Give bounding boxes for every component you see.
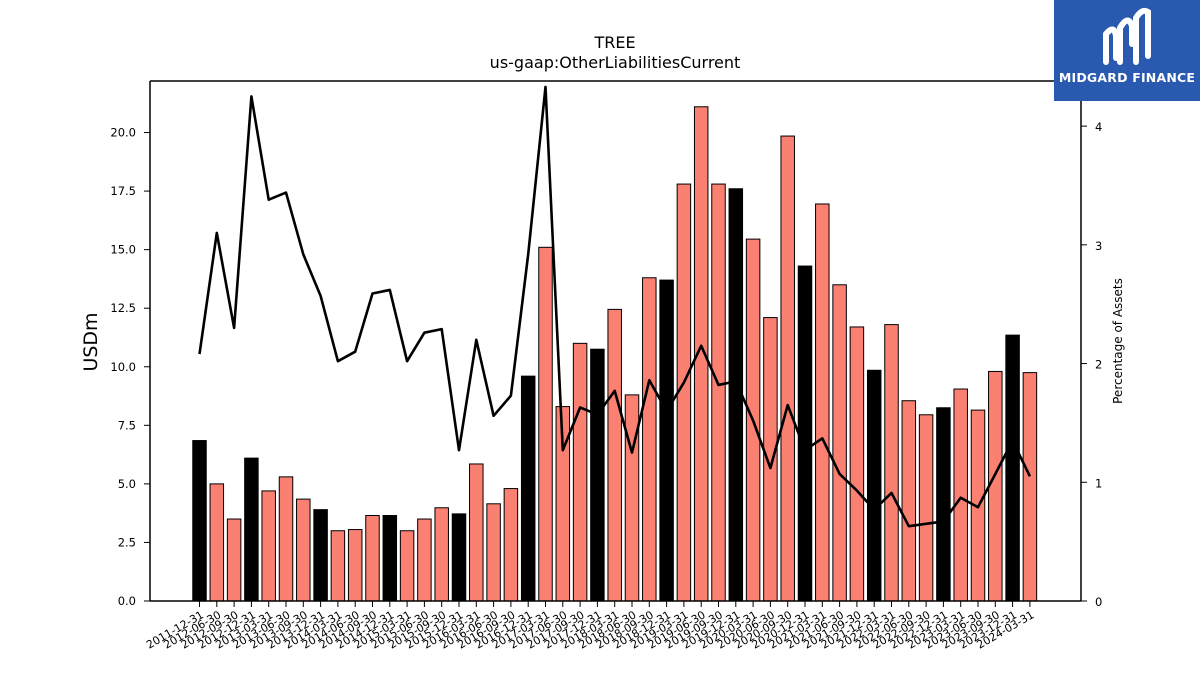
bar bbox=[590, 348, 605, 602]
y-tick-label: 10.0 bbox=[110, 360, 136, 374]
y-tick-label: 20.0 bbox=[110, 126, 136, 140]
y-tick-label: 5.0 bbox=[118, 477, 136, 491]
bar bbox=[918, 414, 934, 602]
y-right-tick-label: 2 bbox=[1095, 358, 1102, 372]
bar bbox=[520, 375, 536, 602]
bar bbox=[797, 265, 813, 602]
bar bbox=[832, 284, 847, 602]
bar bbox=[642, 277, 657, 602]
bar bbox=[347, 529, 363, 602]
bar bbox=[659, 279, 674, 602]
bar bbox=[849, 326, 865, 602]
y-tick-label: 15.0 bbox=[110, 243, 136, 257]
bar bbox=[399, 530, 415, 602]
bar bbox=[192, 440, 207, 602]
y-right-tick-label: 4 bbox=[1095, 120, 1102, 134]
bar bbox=[901, 400, 917, 602]
bar bbox=[209, 483, 225, 602]
bar bbox=[469, 463, 484, 602]
bar bbox=[763, 317, 778, 602]
bar bbox=[866, 369, 882, 602]
bar bbox=[226, 518, 242, 602]
bar bbox=[953, 388, 968, 602]
y-tick-label: 12.5 bbox=[110, 301, 136, 315]
y-tick-label: 0.0 bbox=[118, 594, 136, 608]
bar bbox=[382, 515, 398, 602]
bar bbox=[1005, 334, 1020, 602]
bar bbox=[313, 509, 328, 602]
bar bbox=[815, 203, 830, 602]
tick-marks: 0.02.55.07.510.012.515.017.520.001234201… bbox=[110, 120, 1102, 651]
percentage-line-series bbox=[198, 85, 1032, 528]
bar bbox=[451, 513, 467, 602]
y-tick-label: 2.5 bbox=[118, 535, 136, 549]
y-tick-label: 7.5 bbox=[118, 418, 136, 432]
bar bbox=[988, 370, 1003, 602]
bar bbox=[278, 476, 294, 602]
y-axis-right-label: Percentage of Assets bbox=[1111, 278, 1125, 404]
bar bbox=[538, 246, 553, 602]
bar bbox=[244, 457, 259, 602]
bar bbox=[780, 135, 795, 602]
y-tick-label: 17.5 bbox=[110, 184, 136, 198]
bar bbox=[486, 503, 501, 602]
logo-text: MIDGARD FINANCE bbox=[1058, 70, 1196, 85]
bar bbox=[884, 324, 899, 602]
chart-subtitle: us-gaap:OtherLiabilitiesCurrent bbox=[490, 53, 741, 72]
bar bbox=[607, 308, 622, 602]
bar bbox=[365, 515, 380, 602]
midgard-logo-icon bbox=[1103, 7, 1151, 65]
bar bbox=[503, 488, 519, 602]
bar bbox=[711, 183, 726, 602]
bar bbox=[1022, 372, 1038, 602]
y-axis-label: USDm bbox=[80, 312, 102, 371]
chart-title: TREE bbox=[593, 33, 635, 52]
bar bbox=[417, 518, 432, 602]
y-right-tick-label: 1 bbox=[1095, 476, 1102, 490]
bar bbox=[330, 530, 346, 602]
percentage-line bbox=[198, 85, 1032, 528]
bar bbox=[296, 498, 311, 602]
bar bbox=[261, 490, 276, 602]
midgard-finance-logo: MIDGARD FINANCE bbox=[1054, 0, 1200, 101]
bar bbox=[572, 342, 588, 602]
bar bbox=[434, 507, 449, 602]
bar bbox=[936, 407, 951, 602]
y-right-tick-label: 3 bbox=[1095, 239, 1102, 253]
y-right-tick-label: 0 bbox=[1095, 595, 1102, 609]
bar bbox=[624, 394, 640, 602]
